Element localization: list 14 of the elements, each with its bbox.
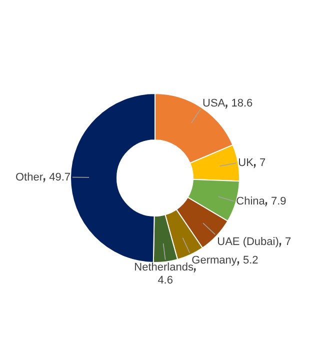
- slice-label: UAE (Dubai): [217, 236, 279, 248]
- data-label: 7: [284, 236, 292, 248]
- slice-label: Other: [15, 171, 44, 184]
- data-label: 18.6: [231, 98, 253, 110]
- slice-label: USA: [202, 98, 226, 110]
- data-label: 5.2: [243, 254, 258, 266]
- slice-label: Germany: [192, 254, 238, 266]
- data-label: 49.7: [49, 171, 71, 184]
- slice-label: China: [236, 195, 266, 208]
- slice-label: UK: [238, 157, 254, 170]
- data-label: 7: [260, 157, 266, 170]
- slice-label: Netherlands: [134, 261, 194, 274]
- data-label: 4.6: [158, 274, 173, 286]
- data-label: 7.9: [271, 195, 286, 208]
